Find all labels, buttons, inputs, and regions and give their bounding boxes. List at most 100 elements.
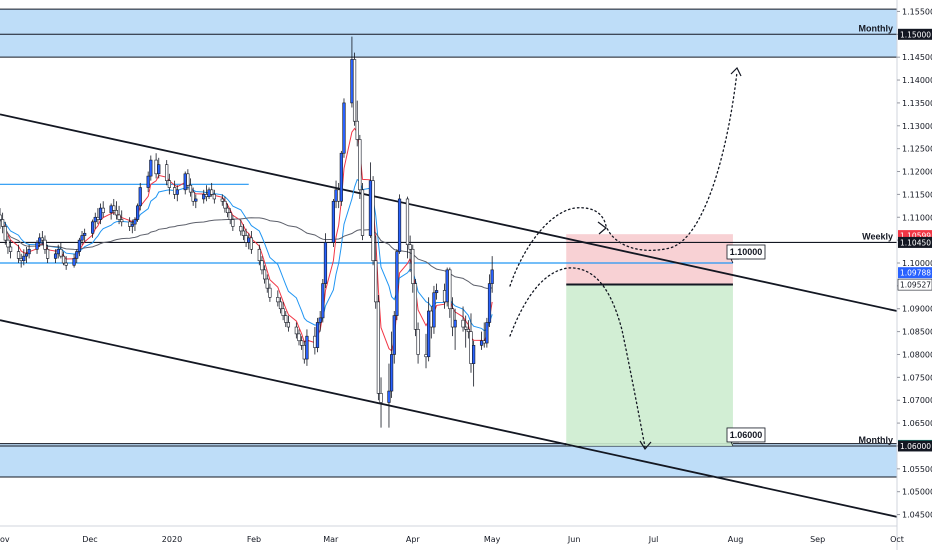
time-tick-label: Dec	[82, 535, 97, 544]
candle-body	[434, 290, 439, 294]
candle-body	[72, 258, 76, 266]
candle	[321, 279, 325, 323]
candle	[466, 320, 470, 339]
candle-body	[27, 248, 31, 255]
candle	[263, 265, 267, 284]
price-tick-label: 1.10000	[902, 259, 932, 268]
candle-body	[482, 340, 486, 344]
candle-body	[485, 322, 489, 344]
candle	[0, 208, 2, 229]
candle-body	[133, 219, 137, 225]
candle-body	[411, 248, 415, 284]
candle-body	[117, 214, 121, 220]
candle	[112, 198, 116, 215]
candle	[360, 182, 365, 241]
time-tick-label: Jul	[648, 535, 659, 544]
candle-body	[225, 207, 230, 213]
candle-body	[241, 230, 246, 236]
candle	[297, 329, 301, 346]
price-badge-label: 1.09527	[900, 281, 931, 290]
time-tick-label: Oct	[890, 535, 904, 544]
candle-body	[297, 333, 301, 342]
time-tick-label: Mar	[323, 535, 339, 544]
candle	[284, 311, 288, 328]
candle	[405, 196, 410, 259]
candle	[379, 377, 383, 428]
candle-body	[93, 216, 97, 223]
callout-text: 1.06000	[730, 430, 763, 440]
candle	[175, 185, 179, 202]
candle-body	[479, 340, 484, 346]
time-tick-label: May	[484, 535, 501, 544]
candle-body	[138, 187, 142, 207]
price-tick-label: 1.11000	[902, 213, 932, 222]
candle-body	[46, 248, 50, 259]
candle-body	[24, 253, 29, 257]
candle-body	[350, 59, 354, 104]
candle-body	[450, 308, 455, 328]
candle-body	[286, 322, 291, 328]
candle	[120, 210, 124, 227]
candle	[188, 178, 193, 197]
time-tick-label: ov	[0, 535, 10, 544]
candle	[210, 182, 214, 197]
candle	[191, 187, 195, 206]
arrowhead-up	[730, 66, 742, 77]
candle	[342, 98, 346, 158]
candle-body	[427, 310, 431, 358]
price-tick-label: 1.07500	[902, 373, 932, 382]
candle-body	[0, 214, 2, 220]
candle-body	[3, 226, 7, 241]
candle	[83, 228, 87, 243]
candle-body	[109, 205, 113, 213]
candle-body	[352, 59, 357, 122]
candle	[1, 212, 5, 234]
candle-body	[464, 326, 468, 330]
candle	[223, 196, 227, 213]
price-tick-label: 1.14000	[902, 76, 932, 85]
level-label-weekly: Weekly	[862, 231, 893, 241]
candle	[278, 297, 283, 314]
candle-body	[194, 198, 198, 202]
candle-body	[101, 207, 105, 213]
price-axis[interactable]: 1.15500 1.15000 1.14500 1.14000 1.13500 1.130…	[896, 0, 932, 550]
candle-body	[210, 189, 214, 195]
price-tick-label: 1.13000	[902, 122, 932, 131]
candle	[331, 198, 335, 247]
callout-box	[726, 427, 766, 443]
price-tick-label: 1.05000	[902, 488, 932, 497]
time-tick-label: Jun	[567, 535, 581, 544]
candle-body	[257, 248, 261, 262]
candle-body	[191, 191, 195, 202]
candle	[138, 182, 142, 211]
candle	[265, 274, 269, 293]
candle-body	[294, 326, 298, 335]
candle	[3, 221, 7, 245]
candle-body	[43, 239, 47, 250]
price-tick-label: 1.13500	[902, 99, 932, 108]
candle	[416, 322, 420, 364]
candle-body	[453, 319, 457, 328]
candle-body	[302, 345, 306, 360]
monthly-zone-0	[0, 9, 897, 58]
candle-body	[149, 159, 153, 177]
candle	[490, 256, 494, 293]
candle	[339, 150, 343, 206]
time-tick-label: 2020	[162, 535, 182, 544]
candle-body	[212, 194, 216, 200]
price-badge	[898, 267, 932, 279]
price-badge	[898, 236, 932, 248]
candle-body	[64, 262, 68, 266]
time-tick-label: Apr	[406, 535, 421, 544]
channel-line-0	[0, 113, 898, 312]
candle	[43, 235, 47, 254]
candle-body	[228, 212, 232, 220]
candle	[374, 235, 378, 309]
callout-box	[726, 244, 766, 260]
candles-layer	[0, 36, 494, 428]
candle-body	[61, 255, 66, 264]
candle-body	[379, 393, 383, 403]
candle	[157, 157, 161, 179]
time-axis[interactable]: ov Dec 2020 Feb Mar Apr May Jun Jul Aug Sep Oct	[0, 525, 904, 544]
